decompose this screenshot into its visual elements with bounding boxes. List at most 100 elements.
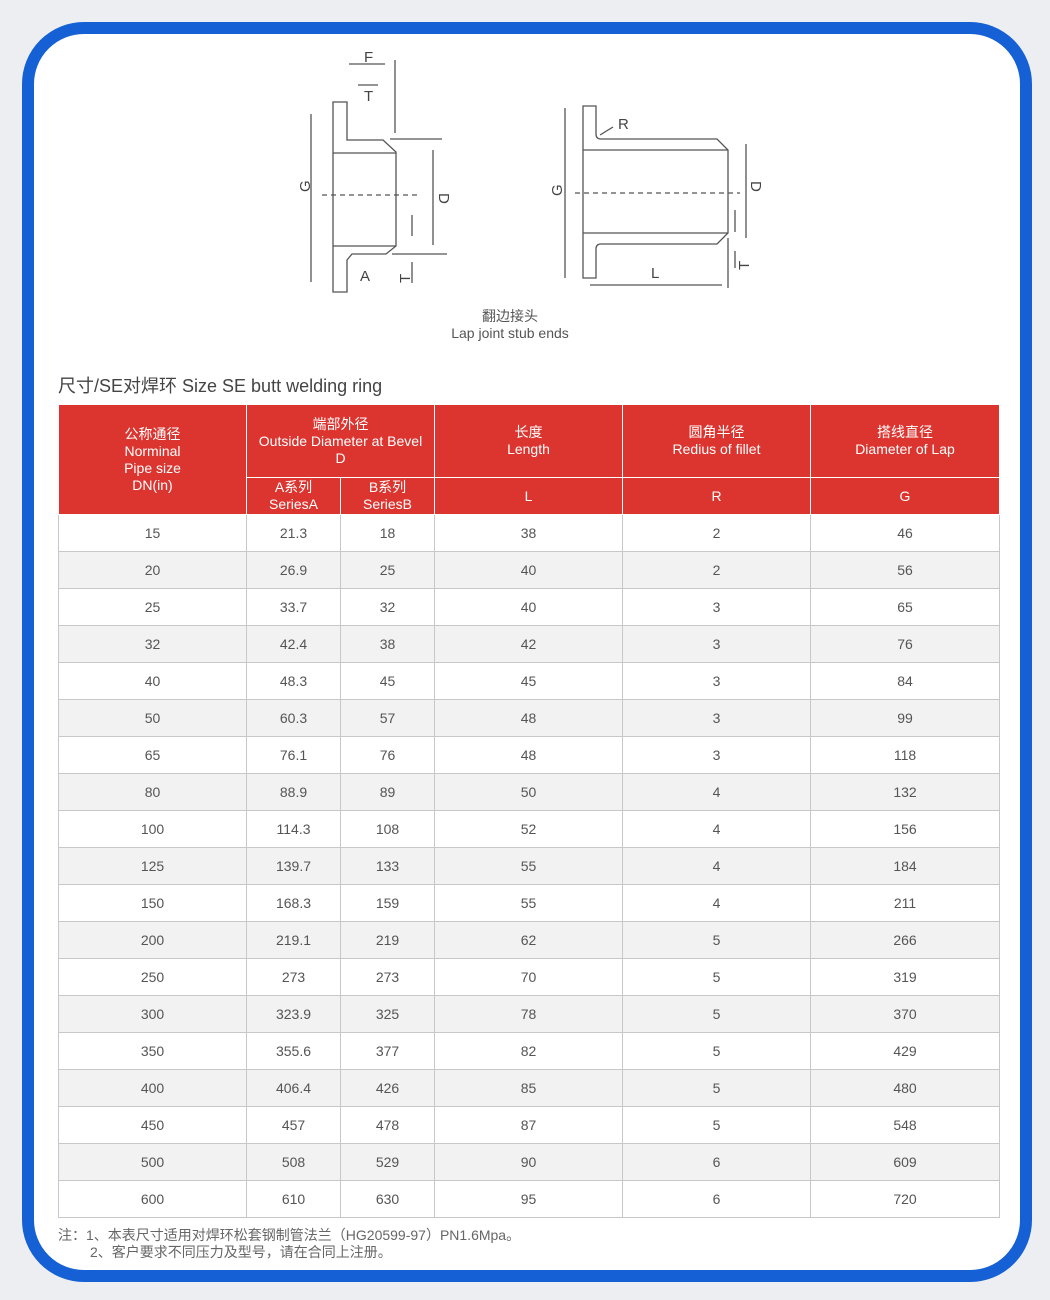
cell-od-b: 426 <box>340 1069 435 1107</box>
cell-length: 40 <box>434 588 623 626</box>
cell-length: 48 <box>434 736 623 774</box>
cell-od-b: 478 <box>340 1106 435 1144</box>
table-row: 400 406.4 426 85 5 480 <box>58 1069 1000 1107</box>
cell-radius: 5 <box>622 958 811 996</box>
cell-od-a: 48.3 <box>246 662 341 700</box>
cell-dn: 400 <box>58 1069 247 1107</box>
cell-od-b: 529 <box>340 1143 435 1181</box>
cell-lap: 156 <box>810 810 1000 848</box>
table-row: 350 355.6 377 82 5 429 <box>58 1032 1000 1070</box>
header-series-b: B系列 SeriesB <box>340 477 435 515</box>
cell-od-b: 325 <box>340 995 435 1033</box>
note-2: 2、客户要求不同压力及型号，请在合同上注册。 <box>90 1244 392 1260</box>
cell-od-a: 457 <box>246 1106 341 1144</box>
cell-dn: 450 <box>58 1106 247 1144</box>
cell-od-b: 32 <box>340 588 435 626</box>
cell-radius: 5 <box>622 921 811 959</box>
cell-length: 55 <box>434 847 623 885</box>
cell-od-b: 18 <box>340 514 435 552</box>
label-g-left: G <box>297 180 314 192</box>
cell-length: 95 <box>434 1180 623 1218</box>
cell-length: 55 <box>434 884 623 922</box>
table-row: 250 273 273 70 5 319 <box>58 958 1000 996</box>
header-outside-diameter: 端部外径 Outside Diameter at Bevel D <box>246 404 435 478</box>
table-row: 20 26.9 25 40 2 56 <box>58 551 1000 589</box>
header-lap-symbol: G <box>810 477 1000 515</box>
cell-radius: 2 <box>622 551 811 589</box>
table-row: 500 508 529 90 6 609 <box>58 1143 1000 1181</box>
section-title: 尺寸/SE对焊环 Size SE butt welding ring <box>58 376 383 396</box>
cell-lap: 480 <box>810 1069 1000 1107</box>
cell-od-a: 139.7 <box>246 847 341 885</box>
table-row: 40 48.3 45 45 3 84 <box>58 662 1000 700</box>
cell-od-a: 508 <box>246 1143 341 1181</box>
cell-length: 70 <box>434 958 623 996</box>
label-r: R <box>618 116 629 133</box>
cell-dn: 65 <box>58 736 247 774</box>
cell-length: 90 <box>434 1143 623 1181</box>
cell-lap: 65 <box>810 588 1000 626</box>
cell-od-b: 45 <box>340 662 435 700</box>
cell-radius: 5 <box>622 1106 811 1144</box>
cell-dn: 150 <box>58 884 247 922</box>
cell-od-b: 108 <box>340 810 435 848</box>
cell-radius: 5 <box>622 1032 811 1070</box>
cell-lap: 118 <box>810 736 1000 774</box>
cell-lap: 184 <box>810 847 1000 885</box>
label-d-right: D <box>747 181 764 192</box>
label-t-right: T <box>736 261 753 270</box>
cell-dn: 15 <box>58 514 247 552</box>
cell-length: 85 <box>434 1069 623 1107</box>
cell-od-a: 88.9 <box>246 773 341 811</box>
table-row: 50 60.3 57 48 3 99 <box>58 699 1000 737</box>
cell-dn: 200 <box>58 921 247 959</box>
cell-radius: 3 <box>622 625 811 663</box>
cell-length: 42 <box>434 625 623 663</box>
cell-length: 45 <box>434 662 623 700</box>
cell-length: 48 <box>434 699 623 737</box>
notes: 注：1、本表尺寸适用对焊环松套钢制管法兰（HG20599-97）PN1.6Mpa… <box>58 1227 520 1261</box>
label-t-top: T <box>364 88 373 105</box>
cell-length: 78 <box>434 995 623 1033</box>
cell-radius: 4 <box>622 810 811 848</box>
cell-length: 52 <box>434 810 623 848</box>
table-row: 450 457 478 87 5 548 <box>58 1106 1000 1144</box>
table-row: 200 219.1 219 62 5 266 <box>58 921 1000 959</box>
cell-length: 82 <box>434 1032 623 1070</box>
cell-od-b: 25 <box>340 551 435 589</box>
label-t-left: T <box>397 274 414 283</box>
cell-radius: 4 <box>622 847 811 885</box>
table-row: 15 21.3 18 38 2 46 <box>58 514 1000 552</box>
cell-dn: 25 <box>58 588 247 626</box>
table-row: 65 76.1 76 48 3 118 <box>58 736 1000 774</box>
cell-dn: 80 <box>58 773 247 811</box>
cell-lap: 370 <box>810 995 1000 1033</box>
cell-radius: 3 <box>622 662 811 700</box>
cell-od-b: 630 <box>340 1180 435 1218</box>
cell-length: 50 <box>434 773 623 811</box>
cell-od-b: 133 <box>340 847 435 885</box>
cell-radius: 2 <box>622 514 811 552</box>
table-row: 125 139.7 133 55 4 184 <box>58 847 1000 885</box>
cell-lap: 99 <box>810 699 1000 737</box>
cell-lap: 56 <box>810 551 1000 589</box>
cell-od-b: 159 <box>340 884 435 922</box>
note-1: 注：1、本表尺寸适用对焊环松套钢制管法兰（HG20599-97）PN1.6Mpa… <box>58 1227 521 1243</box>
cell-od-b: 57 <box>340 699 435 737</box>
cell-od-a: 219.1 <box>246 921 341 959</box>
cell-od-b: 38 <box>340 625 435 663</box>
cell-lap: 46 <box>810 514 1000 552</box>
cell-od-b: 219 <box>340 921 435 959</box>
lap-joint-diagram: F T G D A T R G D L T <box>297 49 764 293</box>
cell-lap: 609 <box>810 1143 1000 1181</box>
cell-radius: 4 <box>622 773 811 811</box>
label-l: L <box>651 265 659 282</box>
cell-lap: 720 <box>810 1180 1000 1218</box>
cell-od-b: 377 <box>340 1032 435 1070</box>
cell-od-a: 610 <box>246 1180 341 1218</box>
table-row: 100 114.3 108 52 4 156 <box>58 810 1000 848</box>
header-radius-symbol: R <box>622 477 811 515</box>
cell-od-a: 26.9 <box>246 551 341 589</box>
cell-dn: 20 <box>58 551 247 589</box>
table-row: 32 42.4 38 42 3 76 <box>58 625 1000 663</box>
